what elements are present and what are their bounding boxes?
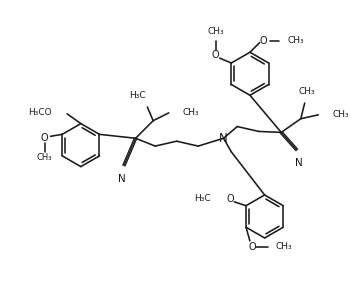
Text: O: O [248,242,256,252]
Text: CH₃: CH₃ [183,108,199,117]
Text: CH₃: CH₃ [37,153,52,162]
Text: H₃CO: H₃CO [28,108,52,117]
Text: H₃C: H₃C [129,91,145,100]
Text: O: O [41,133,48,143]
Text: O: O [226,194,234,204]
Text: N: N [219,132,228,145]
Text: O: O [212,50,219,60]
Text: CH₃: CH₃ [207,27,224,36]
Text: N: N [295,158,303,168]
Text: CH₃: CH₃ [298,87,315,96]
Text: CH₃: CH₃ [275,242,292,251]
Text: CH₃: CH₃ [332,110,349,119]
Text: N: N [118,174,126,184]
Text: H₃C: H₃C [194,194,211,203]
Text: O: O [260,35,267,46]
Text: CH₃: CH₃ [287,36,304,45]
